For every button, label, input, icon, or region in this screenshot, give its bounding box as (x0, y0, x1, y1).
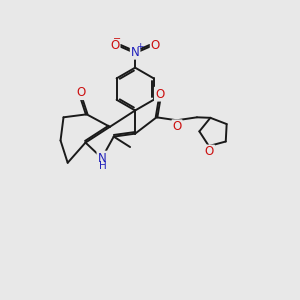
Text: O: O (155, 88, 164, 100)
Text: O: O (110, 39, 120, 52)
Text: N: N (98, 152, 106, 164)
Text: O: O (205, 146, 214, 158)
Text: O: O (151, 39, 160, 52)
Text: O: O (77, 86, 86, 99)
Text: N: N (131, 46, 140, 59)
Text: O: O (172, 120, 182, 133)
Text: −: − (113, 34, 122, 44)
Text: H: H (99, 161, 106, 171)
Text: +: + (136, 42, 144, 51)
